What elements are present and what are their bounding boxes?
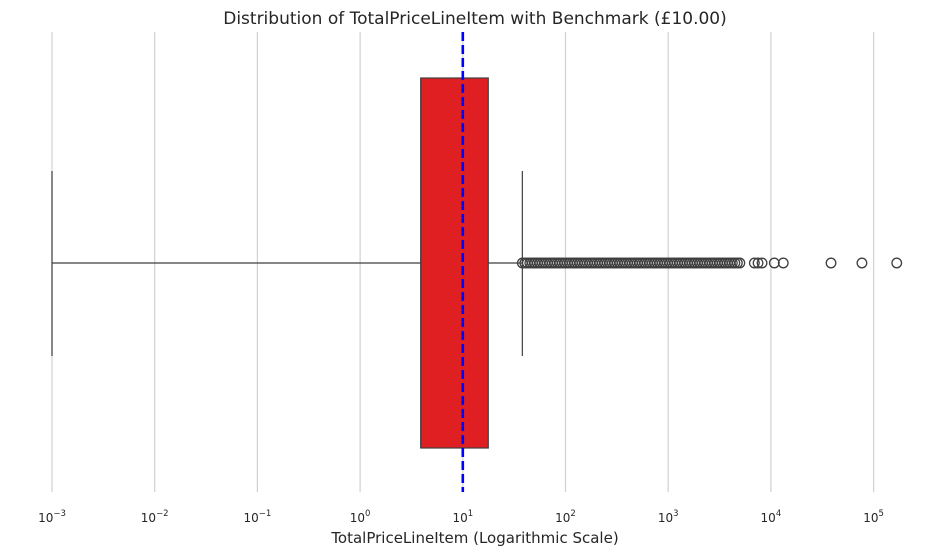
x-tick-label: 105 — [863, 509, 884, 525]
x-tick-exponent: 0 — [365, 509, 370, 519]
outlier-point — [825, 257, 837, 269]
x-tick-base: 10 — [243, 511, 258, 525]
x-tick-exponent: 3 — [673, 509, 678, 519]
outlier-point — [856, 257, 868, 269]
x-tick-exponent: −3 — [53, 509, 66, 519]
x-tick-label: 102 — [555, 509, 576, 525]
x-tick-label: 101 — [452, 509, 473, 525]
x-tick-base: 10 — [141, 511, 156, 525]
iqr-box — [420, 77, 489, 449]
x-tick-base: 10 — [658, 511, 673, 525]
x-tick-base: 10 — [863, 511, 878, 525]
x-tick-exponent: 1 — [468, 509, 473, 519]
outlier-point — [748, 257, 760, 269]
x-tick-base: 10 — [452, 511, 467, 525]
box-layer — [51, 77, 523, 449]
x-tick-exponent: −2 — [156, 509, 169, 519]
x-tick-base: 10 — [761, 511, 776, 525]
x-tick-label: 10−2 — [141, 509, 169, 525]
x-axis-label: TotalPriceLineItem (Logarithmic Scale) — [330, 529, 618, 547]
x-tick-label: 100 — [350, 509, 371, 525]
x-tick-label: 103 — [658, 509, 679, 525]
x-tick-label: 10−1 — [243, 509, 271, 525]
x-tick-label: 10−3 — [38, 509, 66, 525]
outlier-layer — [516, 257, 903, 269]
outlier-point — [734, 257, 746, 269]
tick-label-layer: 10−3 10−2 10−1 100 101 102 103 104 105 — [38, 509, 884, 525]
x-tick-exponent: 4 — [776, 509, 781, 519]
outlier-point — [756, 257, 768, 269]
x-tick-base: 10 — [555, 511, 570, 525]
outlier-point — [777, 257, 789, 269]
x-tick-exponent: −1 — [259, 509, 272, 519]
x-tick-base: 10 — [38, 511, 53, 525]
chart-title: Distribution of TotalPriceLineItem with … — [223, 9, 727, 29]
x-tick-exponent: 5 — [879, 509, 884, 519]
outlier-point — [752, 257, 764, 269]
x-tick-base: 10 — [350, 511, 365, 525]
x-tick-exponent: 2 — [570, 509, 575, 519]
outlier-point — [891, 257, 903, 269]
x-tick-label: 104 — [761, 509, 782, 525]
